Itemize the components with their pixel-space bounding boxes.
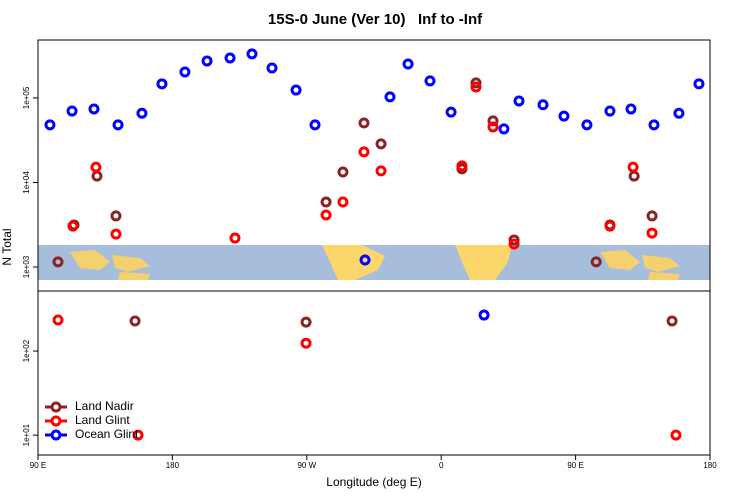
point [44, 119, 56, 131]
x-tick-label: 90 W [297, 461, 316, 470]
point [66, 105, 78, 117]
y-tick-label: 1e+01 [22, 423, 31, 446]
y-tick-label: 1e+02 [22, 339, 31, 362]
point [337, 196, 349, 208]
point [156, 78, 168, 90]
point [537, 99, 549, 111]
point [266, 62, 278, 74]
point [604, 105, 616, 117]
point [384, 91, 396, 103]
point [670, 429, 682, 441]
legend-marker [50, 415, 62, 427]
point [290, 84, 302, 96]
point [470, 81, 482, 93]
x-tick-label: 180 [166, 461, 180, 470]
point [627, 161, 639, 173]
legend-marker [50, 429, 62, 441]
point [110, 210, 122, 222]
legend-marker [50, 401, 62, 413]
point [359, 254, 371, 266]
point [246, 48, 258, 60]
x-tick-label: 0 [439, 461, 444, 470]
point [88, 103, 100, 115]
point [320, 209, 332, 221]
point [487, 115, 499, 127]
y-axis-label: N Total [0, 228, 14, 265]
point [224, 52, 236, 64]
point [129, 315, 141, 327]
legend-label: Land Nadir [75, 399, 134, 413]
point [358, 117, 370, 129]
point [646, 227, 658, 239]
legend-label: Land Glint [75, 413, 130, 427]
point [666, 315, 678, 327]
point [375, 138, 387, 150]
chart-title: 15S-0 June (Ver 10) Inf to -Inf [268, 11, 483, 28]
point [590, 256, 602, 268]
legend-label: Ocean Glint [75, 427, 139, 441]
point [132, 429, 144, 441]
x-tick-label: 90 E [567, 461, 583, 470]
point [309, 119, 321, 131]
point [478, 309, 490, 321]
panel-frame [37, 290, 711, 456]
x-tick-label: 180 [703, 461, 717, 470]
point [673, 107, 685, 119]
point [337, 166, 349, 178]
y-tick-label: 1e+03 [22, 255, 31, 278]
point [136, 107, 148, 119]
point [52, 256, 64, 268]
point [300, 337, 312, 349]
map-background [38, 245, 710, 280]
point [320, 196, 332, 208]
point [375, 165, 387, 177]
point [402, 58, 414, 70]
point [581, 119, 593, 131]
point [229, 232, 241, 244]
point [648, 119, 660, 131]
point [508, 234, 520, 246]
x-tick-label: 90 E [30, 461, 46, 470]
point [498, 123, 510, 135]
point [112, 119, 124, 131]
point [358, 146, 370, 158]
point [558, 110, 570, 122]
point [487, 121, 499, 133]
point [445, 106, 457, 118]
point [513, 95, 525, 107]
point [508, 238, 520, 250]
point [110, 228, 122, 240]
point [628, 170, 640, 182]
point [179, 66, 191, 78]
point [201, 55, 213, 67]
point [646, 210, 658, 222]
point [604, 220, 616, 232]
x-axis-label: Longitude (deg E) [326, 475, 421, 489]
point [424, 75, 436, 87]
point [625, 103, 637, 115]
point [470, 77, 482, 89]
y-tick-label: 1e+05 [22, 86, 31, 109]
point [300, 316, 312, 328]
point [456, 160, 468, 172]
point [693, 78, 705, 90]
point [90, 161, 102, 173]
point [67, 220, 79, 232]
y-tick-label: 1e+04 [22, 171, 31, 194]
point [91, 170, 103, 182]
point [52, 314, 64, 326]
